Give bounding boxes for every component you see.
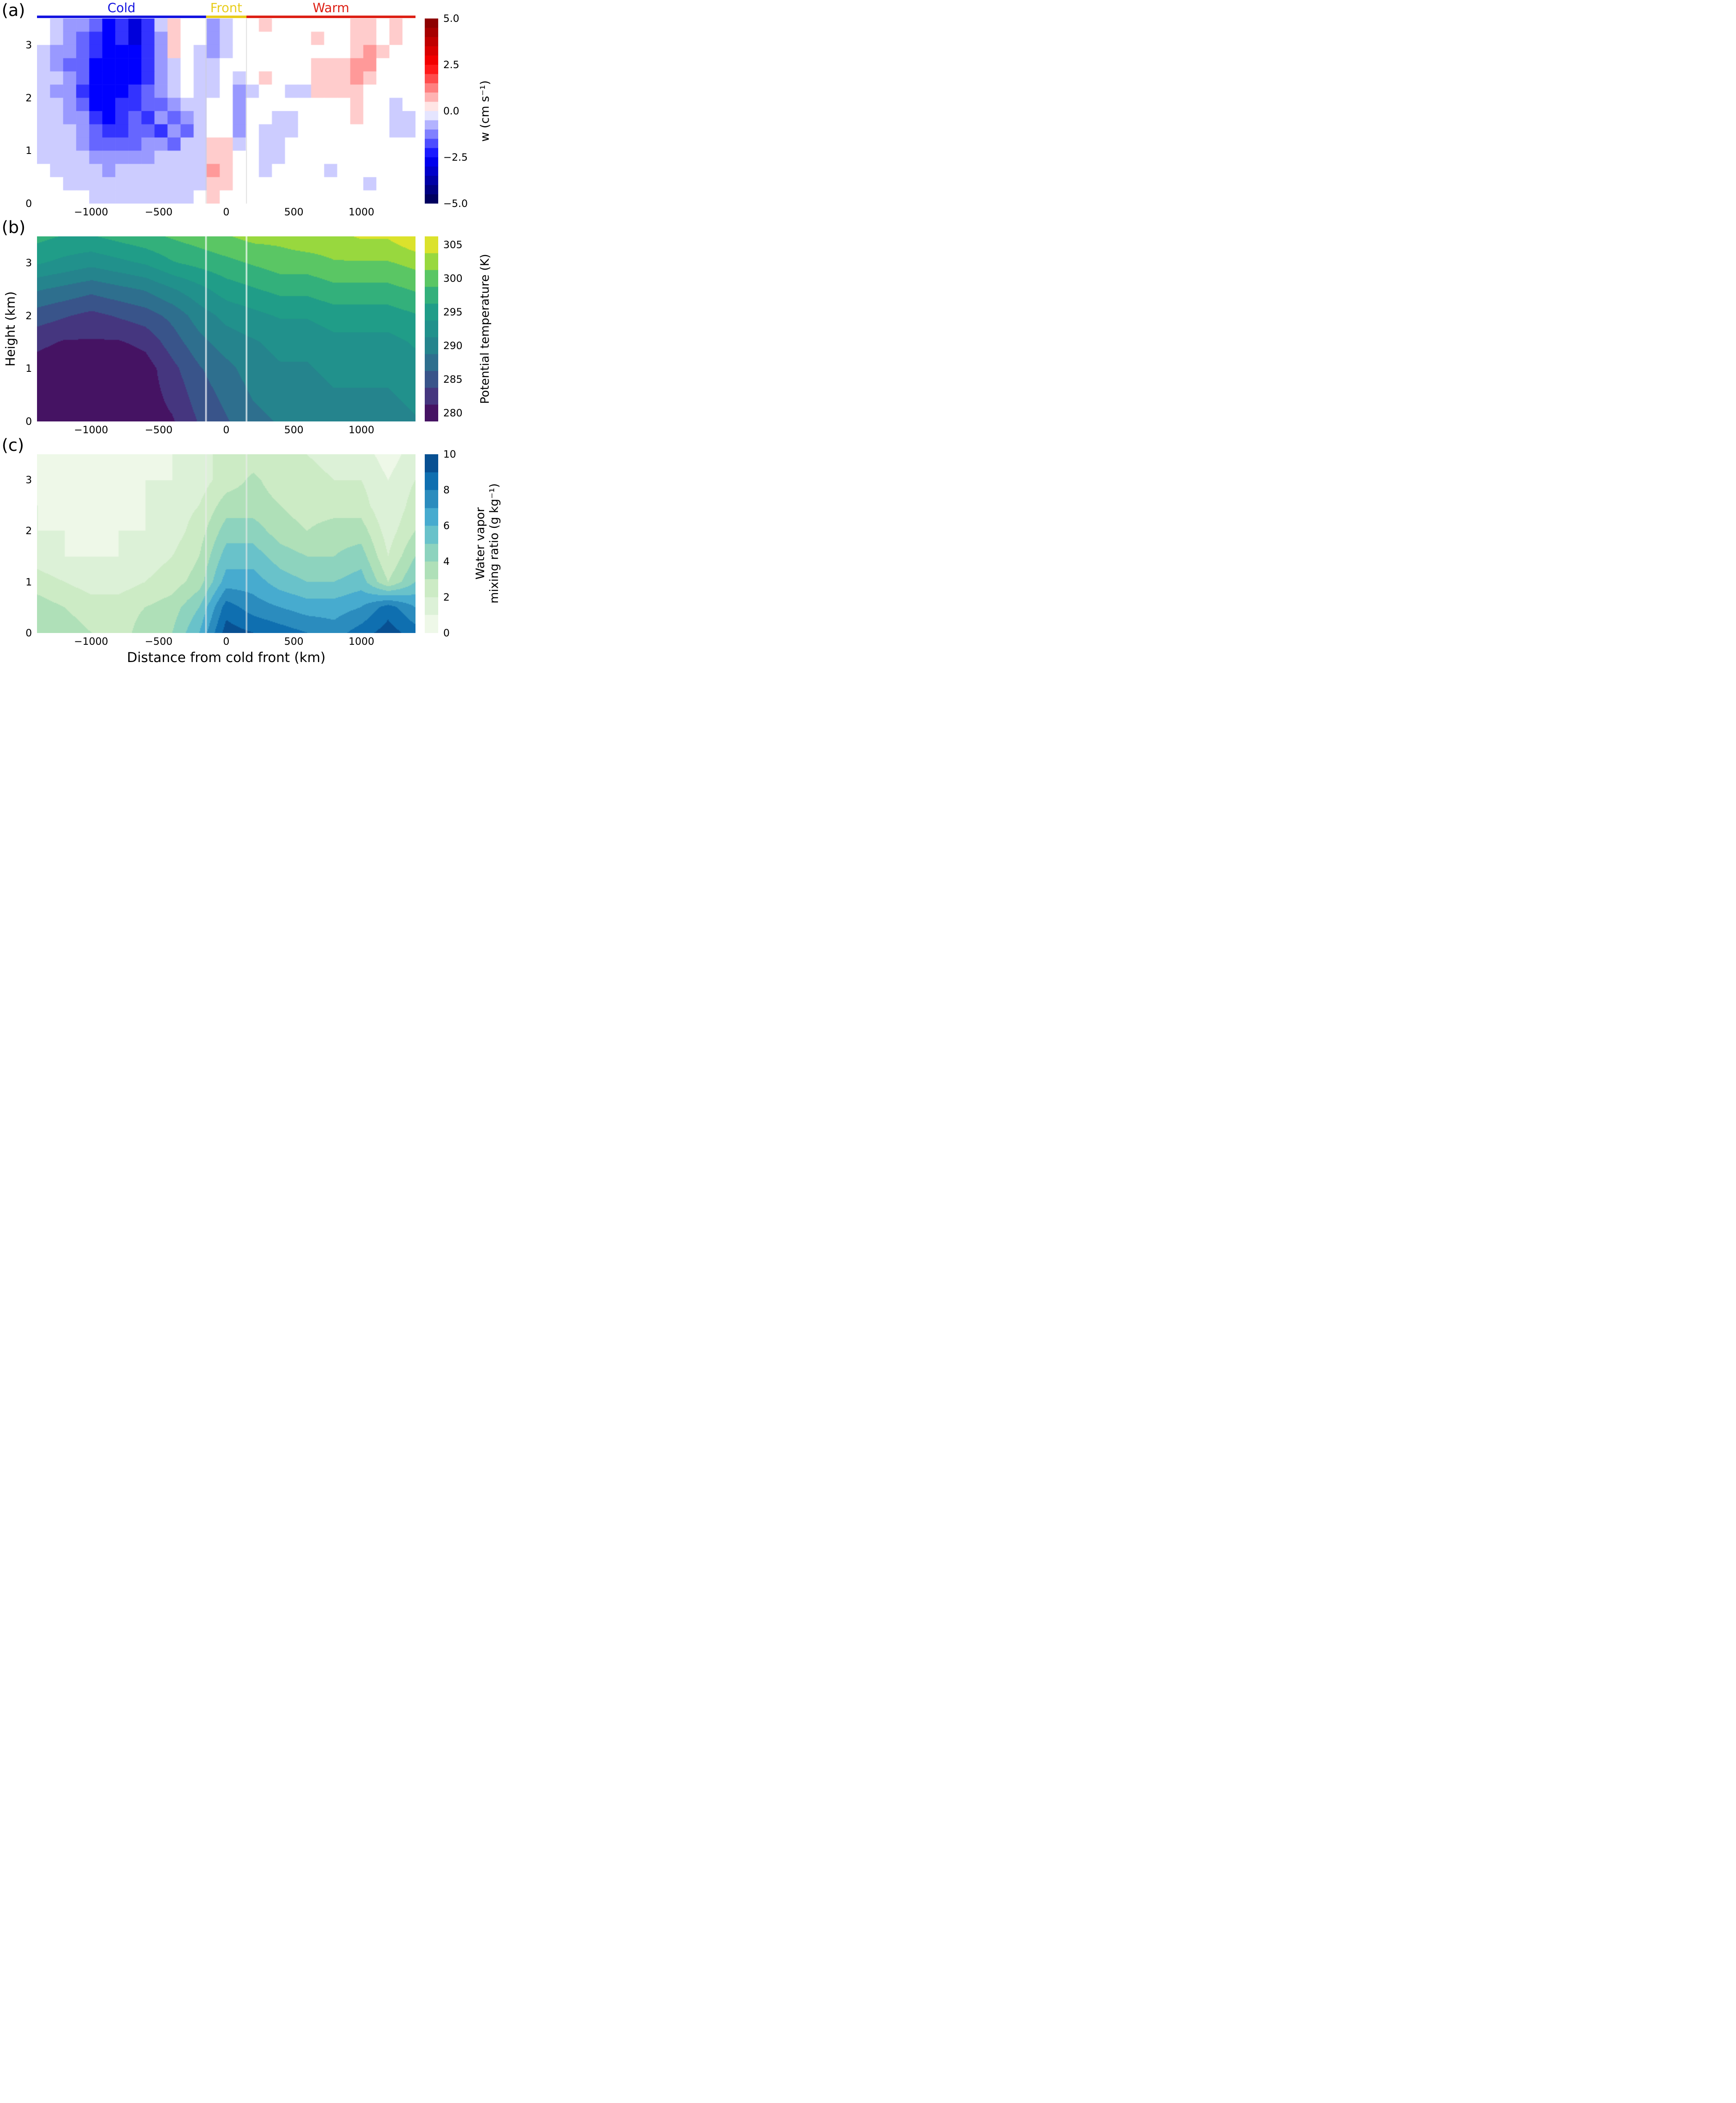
- cold-sector-line: [37, 16, 206, 18]
- y-tick-label: 0: [25, 416, 32, 427]
- y-tick-label: 3: [25, 474, 32, 486]
- panel-b-contour-potential-temperature: [37, 236, 415, 421]
- x-tick-label: 500: [284, 206, 304, 218]
- y-tick-label: 3: [25, 257, 32, 269]
- colorbar-tick-label: 2.5: [443, 59, 460, 71]
- warm-sector-line: [246, 16, 415, 18]
- x-tick-label: −1000: [74, 206, 108, 218]
- colorbar-tick-label: 4: [443, 556, 450, 567]
- colorbar-a-label: w (cm s⁻¹): [478, 80, 492, 142]
- colorbar-tick-label: 5.0: [443, 13, 460, 24]
- colorbar-tick-label: 280: [443, 407, 463, 419]
- colorbar-tick-label: 6: [443, 520, 450, 532]
- x-tick-label: 500: [284, 636, 304, 647]
- colorbar-tick-label: 285: [443, 373, 463, 385]
- colorbar-tick-label: −2.5: [443, 151, 468, 163]
- y-tick-label: 2: [25, 525, 32, 537]
- colorbar-tick-label: 290: [443, 340, 463, 352]
- y-axis-label: Height (km): [3, 291, 18, 367]
- front-sector-line: [206, 16, 247, 18]
- y-tick-label: 3: [25, 39, 32, 51]
- x-tick-label: −500: [145, 206, 173, 218]
- x-tick-label: 0: [223, 636, 230, 647]
- sector-label-cold: Cold: [107, 1, 136, 16]
- colorbar-c-label: Water vapor mixing ratio (g kg⁻¹): [473, 451, 501, 636]
- panel-c-contour-water-vapor: [37, 454, 415, 633]
- figure-root: Cold Front Warm (a) (b) (c) Height (km) …: [0, 0, 505, 667]
- sector-label-warm: Warm: [312, 1, 349, 16]
- colorbar-tick-label: 0.0: [443, 105, 460, 117]
- colorbar-b-label: Potential temperature (K): [478, 254, 492, 404]
- panel-a-heatmap-w: [37, 19, 415, 204]
- y-tick-label: 1: [25, 145, 32, 157]
- x-tick-label: −500: [145, 636, 173, 647]
- y-tick-label: 0: [25, 627, 32, 639]
- panel-b-letter: (b): [2, 218, 26, 237]
- panel-c-letter: (c): [2, 436, 24, 455]
- colorbar-tick-label: 0: [443, 627, 450, 639]
- colorbar-c-water-vapor: [425, 454, 438, 633]
- x-tick-label: −1000: [74, 636, 108, 647]
- colorbar-tick-label: 10: [443, 448, 456, 460]
- y-tick-label: 2: [25, 310, 32, 322]
- y-tick-label: 1: [25, 363, 32, 375]
- x-tick-label: −500: [145, 424, 173, 436]
- colorbar-c-label-line2: mixing ratio (g kg⁻¹): [487, 483, 501, 604]
- colorbar-tick-label: 295: [443, 306, 463, 318]
- y-tick-label: 0: [25, 198, 32, 209]
- x-axis-label: Distance from cold front (km): [127, 649, 326, 665]
- colorbar-tick-label: 8: [443, 484, 450, 496]
- y-tick-label: 2: [25, 92, 32, 104]
- sector-label-front: Front: [210, 1, 242, 16]
- y-tick-label: 1: [25, 576, 32, 588]
- colorbar-tick-label: −5.0: [443, 198, 468, 209]
- colorbar-tick-label: 2: [443, 591, 450, 603]
- colorbar-a-w: [425, 19, 438, 204]
- x-tick-label: 0: [223, 424, 230, 436]
- panel-a-letter: (a): [2, 1, 25, 20]
- colorbar-tick-label: 300: [443, 273, 463, 284]
- x-tick-label: 1000: [348, 424, 374, 436]
- colorbar-b-potential-temperature: [425, 236, 438, 421]
- x-tick-label: −1000: [74, 424, 108, 436]
- x-tick-label: 500: [284, 424, 304, 436]
- colorbar-c-label-line1: Water vapor: [473, 507, 487, 580]
- x-tick-label: 1000: [348, 206, 374, 218]
- x-tick-label: 0: [223, 206, 230, 218]
- colorbar-tick-label: 305: [443, 239, 463, 251]
- x-tick-label: 1000: [348, 636, 374, 647]
